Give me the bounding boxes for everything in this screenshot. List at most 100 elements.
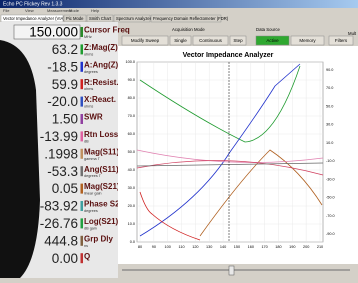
reading-swatch	[81, 114, 84, 124]
reading-value: 0.05	[52, 181, 78, 196]
reading-label: Ang(S11)	[84, 165, 119, 174]
reading-value: -13.99	[40, 129, 78, 144]
reading-label: A:Ang(Z)	[84, 60, 119, 69]
reading-label: Z:Mag(Z)	[84, 43, 118, 52]
button-label[interactable]: Step	[233, 38, 243, 43]
x-tick-label: 210	[317, 245, 323, 249]
reading-swatch	[81, 27, 84, 37]
reading-unit: dB gain	[84, 226, 97, 230]
reading-unit: ohms	[84, 87, 93, 91]
button-label[interactable]: Active	[266, 38, 279, 43]
button-label[interactable]: Single	[174, 38, 187, 43]
y2-tick-label: 70.0	[326, 86, 333, 90]
reading-value: 444.8	[44, 233, 78, 248]
y2-tick-label: -30.0	[326, 177, 335, 181]
reading-label: Grp Dly	[84, 234, 113, 243]
y2-tick-label: -50.0	[326, 196, 335, 200]
x-tick-label: 100	[165, 245, 171, 249]
y2-tick-label: -10.0	[326, 159, 335, 163]
menu-item[interactable]: Help	[91, 8, 100, 13]
x-tick-label: 90	[152, 245, 156, 249]
y-tick-label: 60.0	[128, 132, 135, 136]
reading-swatch	[81, 201, 84, 211]
menu-item[interactable]: File	[3, 8, 10, 13]
reading-unit: ohms	[84, 52, 93, 56]
reading-unit: ohms	[84, 105, 93, 109]
x-tick-label: 180	[275, 245, 281, 249]
reading-swatch	[81, 131, 84, 141]
tab-label[interactable]: Spectrum Analyzer	[116, 16, 152, 21]
x-tick-label: 120	[192, 245, 198, 249]
slider-thumb[interactable]	[229, 266, 234, 275]
reading-value: 63.2	[52, 42, 78, 57]
reading-swatch	[81, 218, 84, 228]
reading-swatch	[81, 44, 84, 54]
reading-value: .1998	[44, 146, 78, 161]
button-label[interactable]: Modify Sweep	[131, 38, 160, 43]
reading-label: Mag(S21)	[84, 182, 120, 191]
reading-value: -20.0	[47, 94, 78, 109]
reading-swatch	[81, 62, 84, 72]
tab-label[interactable]: Pic Mode	[66, 16, 84, 21]
y2-tick-label: 10.0	[326, 141, 333, 145]
x-tick-label: 190	[289, 245, 295, 249]
reading-label: Mag(S11)	[84, 147, 119, 156]
y-tick-label: 70.0	[128, 114, 135, 118]
slider-bar	[118, 264, 358, 278]
reading-value: -83.92	[40, 199, 78, 214]
y-tick-label: 40.0	[128, 168, 135, 172]
menu-item[interactable]: View	[25, 8, 34, 13]
tab-label[interactable]: Vector Impedance Analyzer (VIA)	[3, 16, 65, 21]
reading-label: X:React.	[84, 95, 116, 104]
reading-unit: linear gain	[84, 192, 102, 196]
reading-swatch	[81, 79, 84, 89]
reading-swatch	[81, 97, 84, 107]
group-label: Data Source	[256, 27, 280, 32]
reading-swatch	[81, 184, 84, 194]
reading-label: Rtn Loss	[84, 130, 119, 139]
x-tick-label: 170	[261, 245, 267, 249]
y-tick-label: 0.0	[130, 240, 135, 244]
reading-label: Log(S21)	[84, 217, 119, 226]
reading-unit: MHz	[84, 35, 92, 39]
reading-value: 59.9	[52, 77, 78, 92]
y-tick-label: 90.0	[128, 78, 135, 82]
y2-tick-label: 90.0	[326, 68, 333, 72]
reading-label: SWR	[84, 113, 103, 122]
tab-label[interactable]: Smith Chart	[89, 16, 112, 21]
reading-unit: degrees Γ	[84, 174, 101, 178]
y-tick-label: 20.0	[128, 204, 135, 208]
chart-title: Vector Impedance Analyzer	[183, 52, 274, 59]
reading-unit: degrees	[84, 209, 98, 213]
tab-label[interactable]: Frequency Domain Reflectometer (FDR)	[153, 16, 229, 21]
button-label[interactable]: Memory	[299, 38, 316, 43]
app-window: Echo PC Flickey Rev 1.3.3 FileViewMeasur…	[0, 0, 358, 278]
x-tick-label: 80	[138, 245, 142, 249]
y-tick-label: 100.0	[125, 60, 135, 64]
reading-label: Q	[84, 252, 90, 261]
reading-label: Cursor Freq	[84, 26, 130, 35]
reading-unit: dB	[84, 139, 89, 143]
y2-tick-label: -70.0	[326, 214, 335, 218]
reading-swatch	[81, 253, 84, 263]
option-label: Mult	[348, 31, 357, 36]
reading-value: 1.50	[52, 112, 78, 127]
x-tick-label: 150	[234, 245, 240, 249]
y2-tick-label: 30.0	[326, 123, 333, 127]
reading-value: -53.3	[47, 164, 78, 179]
reading-value: -18.5	[47, 59, 78, 74]
reading-swatch	[81, 166, 84, 176]
y-tick-label: 50.0	[128, 150, 135, 154]
y2-tick-label: -90.0	[326, 232, 335, 236]
button-label[interactable]: Filters	[335, 38, 348, 43]
group-label: Acquisition Mode	[172, 27, 205, 32]
reading-unit: gamma Γ	[84, 157, 100, 161]
reading-value: 150.000	[29, 25, 78, 40]
y2-tick-label: 50.0	[326, 104, 333, 108]
x-tick-label: 130	[206, 245, 212, 249]
reading-value: 0.00	[52, 251, 78, 266]
button-label[interactable]: Continuous	[199, 38, 223, 43]
reading-value: -26.76	[40, 216, 78, 231]
reading-swatch	[81, 149, 84, 159]
menu-item[interactable]: Mode	[69, 8, 80, 13]
